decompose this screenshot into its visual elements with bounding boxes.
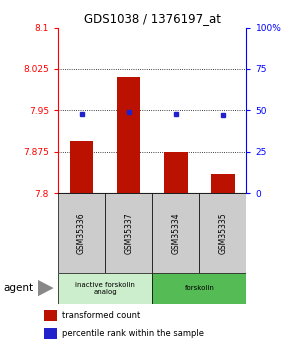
Text: GSM35334: GSM35334 — [171, 212, 180, 254]
Bar — [58, 193, 105, 273]
Bar — [200, 193, 246, 273]
Bar — [211, 174, 235, 193]
Polygon shape — [38, 280, 54, 296]
Bar — [152, 273, 246, 304]
Bar — [58, 273, 152, 304]
Bar — [117, 77, 140, 193]
Text: percentile rank within the sample: percentile rank within the sample — [61, 329, 204, 338]
Text: agent: agent — [3, 283, 33, 293]
Title: GDS1038 / 1376197_at: GDS1038 / 1376197_at — [84, 12, 221, 25]
Bar — [44, 328, 57, 339]
Text: forskolin: forskolin — [184, 285, 214, 291]
Text: GSM35335: GSM35335 — [218, 212, 227, 254]
Bar — [44, 310, 57, 321]
Bar — [70, 141, 93, 193]
Text: transformed count: transformed count — [61, 311, 140, 320]
Bar — [152, 193, 200, 273]
Text: GSM35337: GSM35337 — [124, 212, 133, 254]
Text: GSM35336: GSM35336 — [77, 212, 86, 254]
Bar — [164, 152, 188, 193]
Text: inactive forskolin
analog: inactive forskolin analog — [75, 282, 135, 295]
Bar — [105, 193, 152, 273]
